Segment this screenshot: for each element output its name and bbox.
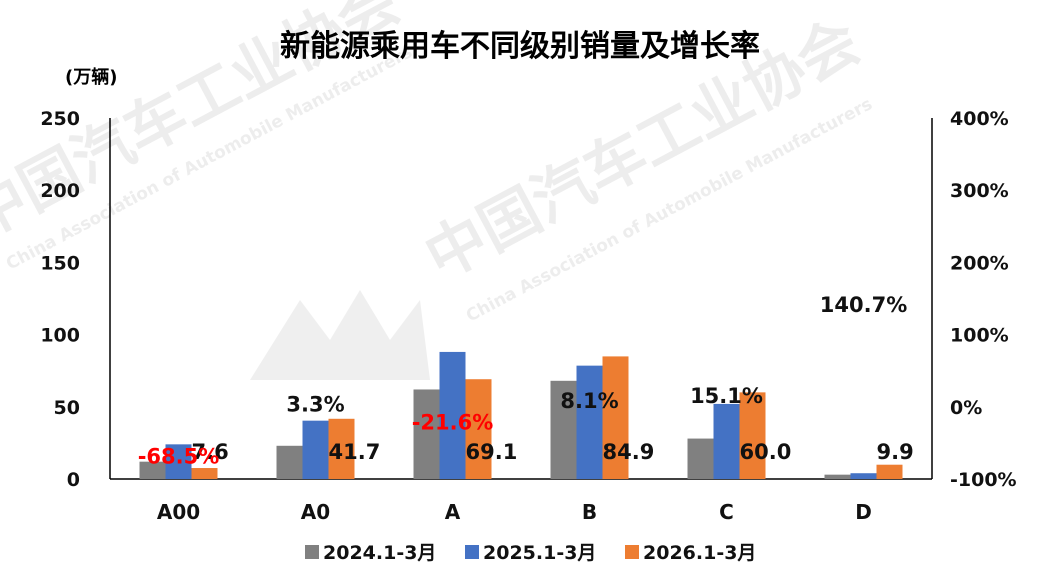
y2-tick-label: -100% bbox=[950, 469, 1017, 491]
legend-swatch bbox=[305, 545, 319, 559]
value-label: 41.7 bbox=[329, 440, 381, 464]
legend: 2024.1-3月 2025.1-3月 2026.1-3月 bbox=[305, 542, 756, 564]
bar bbox=[687, 438, 714, 479]
y-tick-label: 100 bbox=[40, 325, 80, 347]
growth-label: 140.7% bbox=[820, 293, 907, 317]
legend-swatch bbox=[465, 545, 479, 559]
value-label: 69.1 bbox=[466, 440, 518, 464]
legend-label: 2026.1-3月 bbox=[643, 542, 756, 564]
value-label: 84.9 bbox=[603, 440, 655, 464]
x-category-label: A00 bbox=[157, 500, 200, 524]
y-tick-label: 150 bbox=[40, 252, 80, 274]
bar bbox=[165, 444, 192, 479]
bar bbox=[550, 380, 577, 479]
y2-axis-ticks: -100% 0% 100% 200% 300% 400% bbox=[950, 108, 1017, 491]
category-labels: A00 A0 A B C D bbox=[157, 500, 872, 524]
x-category-label: D bbox=[855, 500, 872, 524]
bar bbox=[302, 420, 329, 479]
bar bbox=[713, 403, 740, 479]
y2-tick-label: 400% bbox=[950, 108, 1009, 130]
bar bbox=[602, 356, 629, 479]
y-tick-label: 200 bbox=[40, 180, 80, 202]
growth-label: 8.1% bbox=[560, 389, 618, 413]
y-axis-ticks: 0 50 100 150 200 250 bbox=[40, 108, 80, 491]
watermark-logo-icon bbox=[250, 290, 430, 380]
bar bbox=[876, 464, 903, 479]
y-axis-unit: (万辆) bbox=[65, 66, 117, 88]
growth-label: 3.3% bbox=[286, 392, 344, 416]
x-category-label: B bbox=[582, 500, 597, 524]
legend-swatch bbox=[625, 545, 639, 559]
bars bbox=[139, 351, 903, 479]
bar bbox=[439, 351, 466, 479]
x-category-label: A bbox=[445, 500, 461, 524]
growth-labels: -68.5% 3.3% -21.6% 8.1% 15.1% 140.7% bbox=[138, 293, 908, 468]
y2-tick-label: 100% bbox=[950, 325, 1009, 347]
legend-label: 2024.1-3月 bbox=[323, 542, 436, 564]
y2-tick-label: 0% bbox=[950, 397, 982, 419]
x-category-label: A0 bbox=[301, 500, 330, 524]
y-tick-label: 50 bbox=[54, 397, 80, 419]
bar bbox=[824, 474, 851, 479]
y-tick-label: 250 bbox=[40, 108, 80, 130]
growth-label: -21.6% bbox=[412, 410, 494, 434]
bar bbox=[413, 389, 440, 479]
bar bbox=[328, 418, 355, 479]
growth-label: 15.1% bbox=[690, 384, 763, 408]
value-label: 60.0 bbox=[740, 440, 792, 464]
bar bbox=[739, 392, 766, 479]
value-labels: 7.6 41.7 69.1 84.9 60.0 9.9 bbox=[192, 440, 914, 464]
legend-label: 2025.1-3月 bbox=[483, 542, 596, 564]
bar bbox=[191, 468, 218, 479]
x-category-label: C bbox=[719, 500, 734, 524]
bar bbox=[850, 473, 877, 479]
bar bbox=[465, 379, 492, 479]
y2-tick-label: 300% bbox=[950, 180, 1009, 202]
bar bbox=[576, 365, 603, 479]
value-label: 7.6 bbox=[192, 440, 229, 464]
value-label: 9.9 bbox=[877, 440, 914, 464]
bar bbox=[139, 461, 166, 479]
y2-tick-label: 200% bbox=[950, 252, 1009, 274]
chart-title: 新能源乘用车不同级别销量及增长率 bbox=[280, 29, 760, 64]
growth-label: -68.5% bbox=[138, 444, 220, 468]
y-tick-label: 0 bbox=[67, 469, 80, 491]
bar bbox=[276, 445, 303, 479]
